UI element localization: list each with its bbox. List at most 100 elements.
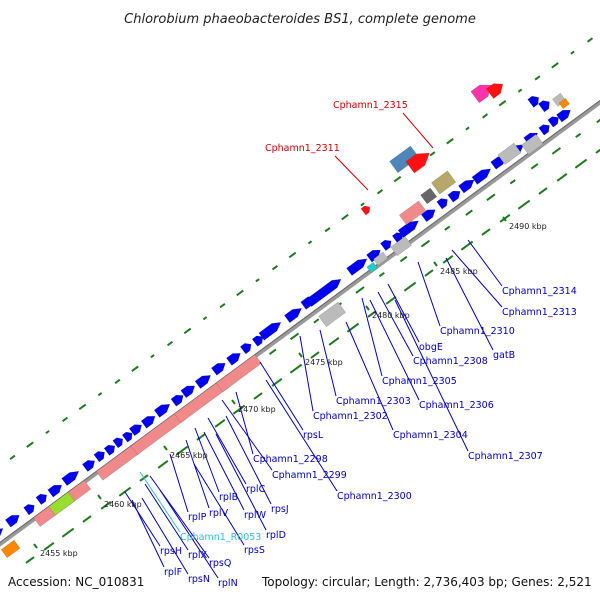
gene-label[interactable]: rplW xyxy=(244,510,267,521)
gene-label[interactable]: Cphamn1_2300 xyxy=(337,491,412,502)
cds-forward[interactable] xyxy=(346,255,370,276)
gray-feature[interactable] xyxy=(318,301,346,328)
pink-feature[interactable] xyxy=(398,200,427,226)
gene-label[interactable]: rpsN xyxy=(188,574,210,585)
rrna-like-feature[interactable] xyxy=(215,354,262,393)
gray-feature[interactable] xyxy=(521,133,544,155)
map-title: Chlorobium phaeobacteroides BS1, complet… xyxy=(124,12,476,27)
cds-forward[interactable] xyxy=(305,276,344,307)
cds-forward[interactable] xyxy=(35,491,49,505)
cds-forward[interactable] xyxy=(538,98,552,113)
gene-label[interactable]: Cphamn1_2310 xyxy=(440,326,515,337)
cyan-feature[interactable] xyxy=(366,261,378,274)
cds-forward-shape xyxy=(0,528,4,542)
kbp-tick-label: 2465 kbp xyxy=(170,451,208,460)
gene-label[interactable]: Cphamn1_2308 xyxy=(413,356,488,367)
cds-forward[interactable] xyxy=(538,122,552,136)
gene-label[interactable]: Cphamn1_2298 xyxy=(253,454,328,465)
cds-forward[interactable] xyxy=(458,176,476,194)
cds-forward[interactable] xyxy=(380,237,393,251)
cds-forward[interactable] xyxy=(211,360,228,376)
gene-label[interactable]: rplF xyxy=(164,567,182,578)
cds-forward[interactable] xyxy=(93,449,107,463)
cds-forward[interactable] xyxy=(170,392,186,407)
gene-label[interactable]: Cphamn1_2302 xyxy=(313,411,388,422)
cds-forward[interactable] xyxy=(527,93,542,108)
cds-forward[interactable] xyxy=(471,165,493,185)
gene-label[interactable]: Cphamn1_R0053 xyxy=(180,532,261,543)
leader-line xyxy=(149,475,210,559)
gc-mark xyxy=(570,50,575,55)
gc-mark xyxy=(517,199,531,210)
gene-label[interactable]: Cphamn1_2304 xyxy=(393,430,468,441)
cds-forward[interactable] xyxy=(82,457,97,472)
gene-label[interactable]: Cphamn1_2313 xyxy=(502,307,577,318)
gene-label[interactable]: rpsJ xyxy=(271,504,289,515)
cds-forward[interactable] xyxy=(240,341,253,355)
cds-forward[interactable] xyxy=(153,401,172,418)
gene-label[interactable]: rpsQ xyxy=(209,558,231,569)
gene-label[interactable]: rplN xyxy=(218,578,238,589)
cds-forward[interactable] xyxy=(0,525,6,542)
cds-forward[interactable] xyxy=(180,382,198,399)
cds-forward[interactable] xyxy=(140,413,158,429)
gene-label[interactable]: rpsS xyxy=(244,545,265,556)
cds-forward[interactable] xyxy=(366,247,384,263)
gene-label[interactable]: rpsH xyxy=(160,546,182,557)
gene-label[interactable]: gatB xyxy=(493,350,515,361)
cds-forward[interactable] xyxy=(61,468,82,486)
cds-forward[interactable] xyxy=(547,114,561,128)
cds-forward[interactable] xyxy=(4,512,22,528)
gene-label[interactable]: Cphamn1_2314 xyxy=(502,286,577,297)
cds-forward[interactable] xyxy=(23,502,37,516)
cds-forward[interactable] xyxy=(284,305,304,323)
leader-line xyxy=(377,291,414,357)
orange-feature[interactable] xyxy=(558,97,570,109)
cds-forward[interactable] xyxy=(112,435,126,449)
cds-forward[interactable] xyxy=(258,319,284,341)
gene-label[interactable]: Cphamn1_2307 xyxy=(468,451,543,462)
gene-label[interactable]: Cphamn1_2311 xyxy=(265,143,340,154)
gene-label[interactable]: rpsL xyxy=(303,430,324,441)
gene-label[interactable]: Cphamn1_2315 xyxy=(333,100,408,111)
gene-label[interactable]: obgE xyxy=(419,342,443,353)
cds-forward[interactable] xyxy=(556,106,573,123)
red-feature[interactable] xyxy=(360,204,372,216)
gray-feature[interactable] xyxy=(373,251,389,266)
cds-forward[interactable] xyxy=(420,206,438,223)
gc-mark xyxy=(236,289,244,297)
gene-label[interactable]: rplD xyxy=(266,530,286,541)
lime-feature[interactable] xyxy=(48,491,76,516)
cds-forward[interactable] xyxy=(103,442,117,456)
cds-forward[interactable] xyxy=(128,421,144,437)
leader-line xyxy=(361,297,383,377)
olive-feature[interactable] xyxy=(431,170,457,195)
gc-mark xyxy=(498,100,507,107)
gene-label[interactable]: Cphamn1_2305 xyxy=(382,376,457,387)
cds-forward[interactable] xyxy=(226,350,243,366)
gene-label[interactable]: rplV xyxy=(209,508,229,519)
cds-forward[interactable] xyxy=(251,333,265,347)
gene-label[interactable]: Cphamn1_2299 xyxy=(272,470,347,481)
gene-label[interactable]: Cphamn1_2303 xyxy=(336,396,411,407)
rrna-like-feature-shape xyxy=(215,354,262,393)
red-feature[interactable] xyxy=(405,148,434,174)
cds-forward[interactable] xyxy=(121,430,135,443)
red-feature[interactable] xyxy=(486,79,506,99)
gene-label[interactable]: rplP xyxy=(188,512,207,523)
steel-blue-feature[interactable] xyxy=(389,145,420,174)
dark-gray-feature[interactable] xyxy=(420,187,438,205)
gc-mark xyxy=(202,316,208,321)
orange-feature[interactable] xyxy=(0,539,21,559)
cds-forward[interactable] xyxy=(47,482,65,498)
cds-forward[interactable] xyxy=(436,196,450,210)
gene-label[interactable]: rplX xyxy=(188,550,208,561)
cds-forward[interactable] xyxy=(447,188,463,203)
gene-label[interactable]: Cphamn1_2306 xyxy=(419,400,494,411)
gene-label[interactable]: rplC xyxy=(246,484,266,495)
gene-label[interactable]: rplB xyxy=(219,492,238,503)
gray-feature[interactable] xyxy=(497,142,522,165)
cds-forward[interactable] xyxy=(194,372,213,389)
gc-mark xyxy=(288,251,297,259)
gray-feature[interactable] xyxy=(390,236,412,257)
